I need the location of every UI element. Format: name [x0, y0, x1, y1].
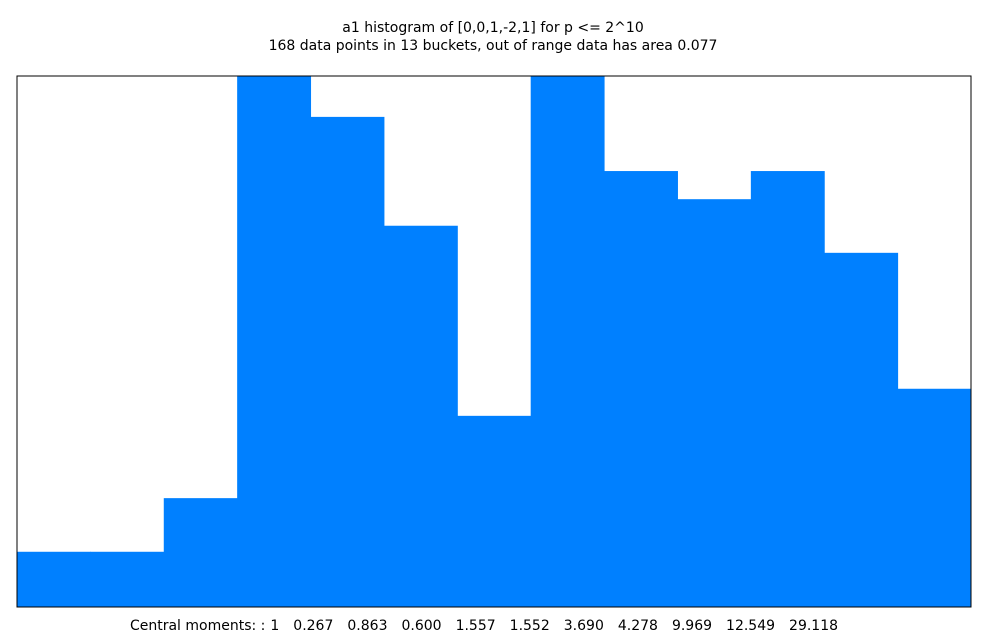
bar [383, 225, 458, 607]
bar [750, 171, 825, 607]
chart-title: a1 histogram of [0,0,1,-2,1] for p <= 2^… [342, 20, 643, 36]
chart-subtitle: 168 data points in 13 buckets, out of ra… [269, 38, 718, 54]
bar [604, 171, 678, 607]
bar [310, 116, 385, 608]
bars [17, 76, 972, 608]
bar [163, 498, 238, 607]
bar [897, 388, 972, 607]
moment: 9.969 [672, 618, 712, 634]
plot-frame [16, 75, 972, 608]
moment: 1.552 [510, 618, 550, 634]
moment: 12.549 [726, 618, 775, 634]
bar [824, 252, 899, 607]
moment: 0.863 [347, 618, 387, 634]
footer-label: Central moments: : [130, 618, 265, 634]
bar [90, 551, 165, 607]
bar [17, 551, 91, 607]
bar [530, 76, 605, 607]
footer: Central moments: : 1 0.267 0.863 0.600 1.557 1… [130, 618, 838, 634]
moment: 3.690 [564, 618, 604, 634]
bar [677, 199, 752, 607]
moment: 4.278 [618, 618, 658, 634]
moment: 0.600 [401, 618, 441, 634]
bar [237, 76, 312, 607]
moment: 29.118 [789, 618, 838, 634]
moment: 1 [270, 618, 279, 634]
moment: 0.267 [293, 618, 333, 634]
bar [457, 415, 532, 607]
moment: 1.557 [456, 618, 496, 634]
